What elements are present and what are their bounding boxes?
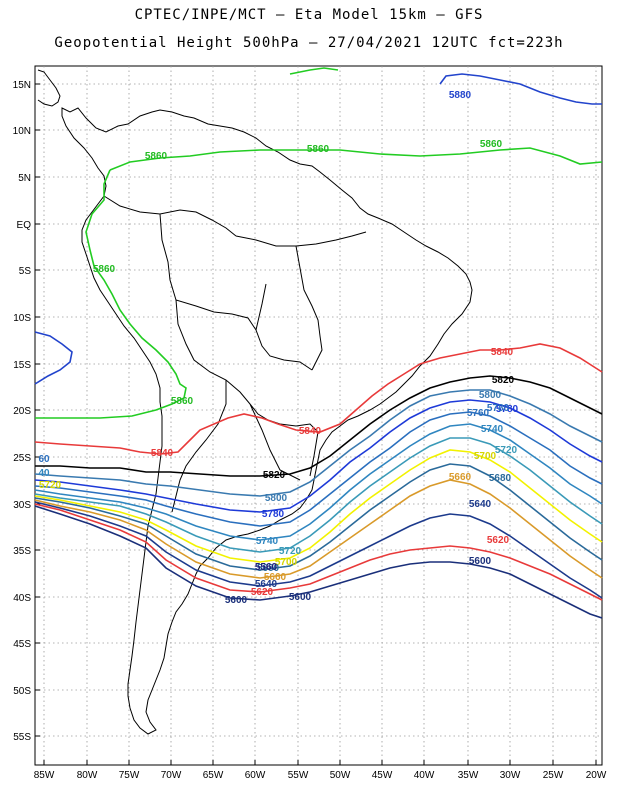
contour-label: 5860 [480, 139, 503, 150]
contour-5880-west [34, 331, 73, 385]
contour-label: 5740 [481, 424, 504, 435]
contour-5600 [34, 505, 603, 619]
lat-label: EQ [17, 220, 32, 231]
contour-label: 5600 [225, 595, 248, 606]
lat-label: 15S [13, 360, 31, 371]
contour-5760 [34, 411, 603, 527]
contour-label: 5560 [255, 562, 278, 573]
lon-label: 50W [330, 770, 351, 781]
contour-label: 5800 [479, 390, 502, 401]
contour-5740 [34, 423, 603, 541]
contour-label: 5860 [93, 264, 116, 275]
lat-label: 35S [13, 546, 31, 557]
contour-label: 5720 [495, 445, 518, 456]
contour-5800 [34, 389, 603, 497]
contour-label: 5680 [489, 473, 512, 484]
contour-5700 [34, 449, 603, 563]
contour-label: 5800 [265, 493, 288, 504]
contour-5660 [34, 479, 603, 579]
contour-5860-andes [35, 169, 187, 419]
contour-label: 5740 [256, 536, 279, 547]
land-outline [37, 69, 473, 735]
lat-label: 5S [19, 266, 32, 277]
contour-5640 [34, 501, 603, 599]
lon-label: 30W [500, 770, 521, 781]
contour-label: 5720 [279, 546, 302, 557]
contour-label: 5640 [255, 579, 278, 590]
latitude-labels: 15N 10N 5N EQ 5S 10S 15S 20S 25S 30S 35S 40S 45S 50S 5… [13, 80, 32, 743]
contour-label: 5780 [262, 509, 285, 520]
lat-label: 10N [13, 126, 31, 137]
lon-label: 40W [414, 770, 435, 781]
contour-label: 5840 [151, 448, 174, 459]
contour-5880-north [439, 73, 602, 105]
contour-label: 40 [38, 468, 50, 479]
lon-label: 60W [245, 770, 266, 781]
lon-label: 25W [543, 770, 564, 781]
map-title: CPTEC/INPE/MCT – Eta Model 15km – GFS [134, 7, 484, 23]
lon-label: 20W [586, 770, 607, 781]
longitude-labels: 85W 80W 75W 70W 65W 60W 55W 50W 45W 40W 35W 30W 25W 2… [34, 770, 607, 781]
contour-5620 [34, 503, 603, 601]
lat-label: 45S [13, 639, 31, 650]
lon-label: 75W [119, 770, 140, 781]
contour-label: 5620 [487, 535, 510, 546]
contour-label: 5840 [299, 426, 322, 437]
graticule [35, 66, 602, 765]
contour-label: 5860 [145, 151, 168, 162]
lon-label: 85W [34, 770, 55, 781]
contour-label: 5860 [171, 396, 194, 407]
contour-label: 5720 [39, 480, 62, 491]
contour-5840 [34, 343, 603, 455]
lon-label: 55W [288, 770, 309, 781]
lon-label: 35W [458, 770, 479, 781]
contour-label: 5780 [487, 403, 510, 414]
contour-labels: 5880 5860 5860 5860 5860 5860 5840 5840 5840 5820… [38, 90, 518, 606]
lon-label: 70W [161, 770, 182, 781]
lat-label: 40S [13, 593, 31, 604]
contour-label: 5620 [251, 587, 274, 598]
contour-label: 5840 [491, 347, 514, 358]
contour-label: 5700 [275, 557, 298, 568]
contour-label: 5760 [467, 408, 490, 419]
lat-label: 5N [18, 173, 31, 184]
contour-label: 5880 [449, 90, 472, 101]
contour-5780 [34, 399, 603, 513]
lat-label: 55S [13, 732, 31, 743]
lat-label: 20S [13, 406, 31, 417]
contour-label: 60 [38, 454, 50, 465]
contour-label: 5820 [492, 375, 515, 386]
contour-label: 5680 [257, 563, 280, 574]
lat-label: 25S [13, 453, 31, 464]
lon-label: 80W [77, 770, 98, 781]
contour-5820 [35, 375, 603, 477]
axis-ticks [35, 83, 597, 765]
contour-label: 5640 [469, 499, 492, 510]
geopotential-contours [34, 67, 603, 619]
contour-label: 5860 [307, 144, 330, 155]
contour-label: 5660 [264, 572, 287, 583]
country-borders [103, 195, 367, 513]
central-america-coastline [37, 69, 61, 107]
lon-label: 65W [203, 770, 224, 781]
contour-5860-north [109, 67, 603, 171]
contour-5680 [34, 463, 603, 571]
contour-label: 5600 [289, 592, 312, 603]
contour-label: 5780 [496, 404, 519, 415]
lat-label: 30S [13, 500, 31, 511]
contour-label: 5820 [263, 470, 286, 481]
contour-5720 [34, 437, 603, 553]
lon-label: 45W [372, 770, 393, 781]
lat-label: 50S [13, 686, 31, 697]
contour-label: 5660 [449, 472, 472, 483]
contour-label: 5600 [469, 556, 492, 567]
lat-label: 10S [13, 313, 31, 324]
south-america-coastline [61, 107, 473, 735]
lat-label: 15N [13, 80, 31, 91]
map-subtitle: Geopotential Height 500hPa – 27/04/2021 … [54, 35, 564, 51]
contour-label: 5700 [474, 451, 497, 462]
